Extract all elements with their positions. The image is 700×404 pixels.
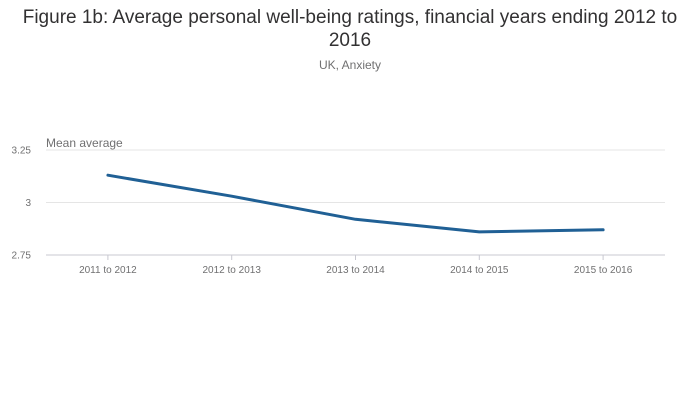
y-tick-label: 3.25 [12,146,32,157]
chart-title: Figure 1b: Average personal well-being r… [22,7,678,51]
gridlines [46,149,665,203]
y-axis-label: Mean average [46,136,123,150]
y-tick-label: 2.75 [12,251,32,262]
series-group [106,173,605,234]
y-tick-label: 3 [25,198,31,209]
series-line-anxiety [106,173,605,234]
x-tick-label: 2013 to 2014 [326,265,385,276]
x-tick-label: 2011 to 2012 [79,265,137,276]
x-tick-label: 2014 to 2015 [450,265,509,276]
x-tick-label: 2012 to 2013 [203,265,262,276]
x-tick-label: 2015 to 2016 [574,265,633,276]
chart-subtitle: UK, Anxiety [318,58,382,72]
x-axis: 2011 to 2012 2012 to 2013 2013 to 2014 2014… [46,254,665,276]
y-axis-ticks: 2.75 3 3.25 [12,146,32,262]
